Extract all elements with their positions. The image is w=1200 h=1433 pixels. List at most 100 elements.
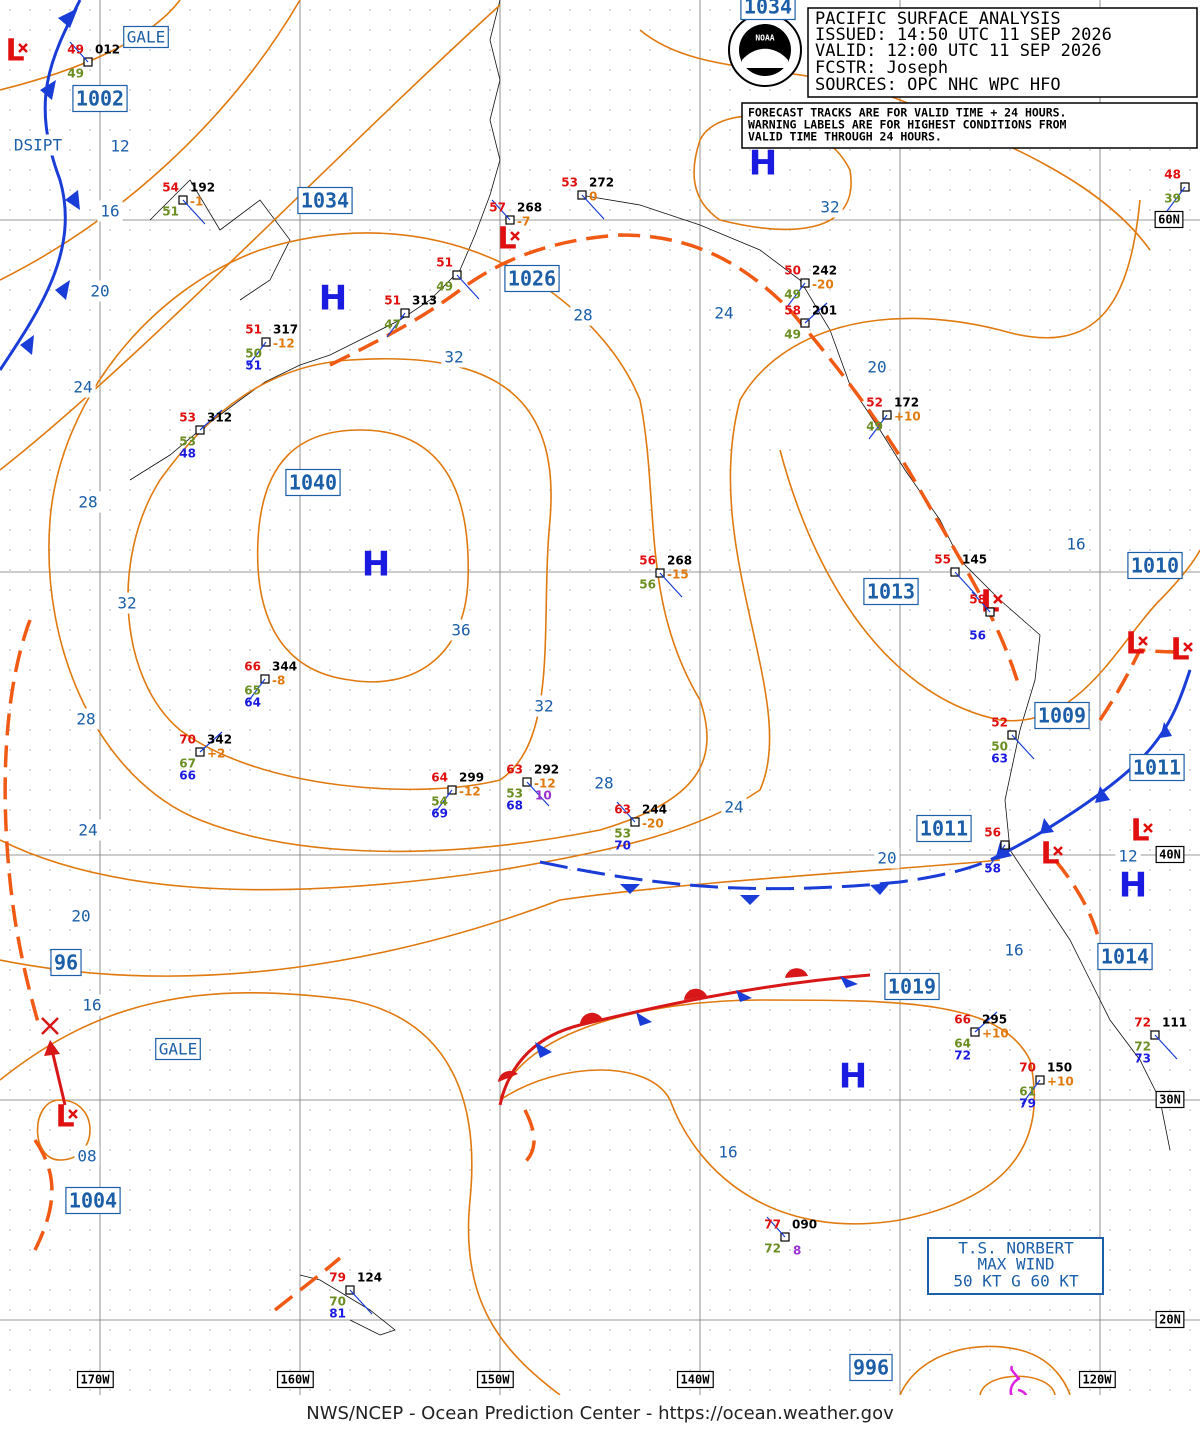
station-tendency: -8 (272, 674, 285, 688)
high-center: H (749, 144, 777, 184)
wind-barb (804, 302, 828, 324)
station-dew: 47 (384, 318, 401, 332)
isobar-label-box (114, 592, 140, 614)
isobar-label-box (97, 200, 123, 222)
station-temp: 66 (244, 660, 261, 674)
isobar-label-box (874, 847, 900, 869)
station-pressure: 313 (412, 294, 437, 308)
station-sst: 66 (179, 769, 196, 783)
wind-barb (247, 341, 267, 367)
pressure-label: 1040 (289, 471, 337, 495)
station-temp: 53 (561, 176, 578, 190)
station-pressure: 268 (517, 201, 542, 215)
station-dew: 49 (67, 67, 84, 81)
isobar-label-box (79, 994, 105, 1016)
station-dew: 50 (245, 347, 262, 361)
low-marker (68, 1109, 78, 1119)
pressure-label-box (740, 0, 796, 21)
station-pressure: 145 (962, 553, 987, 567)
longitude-label-box (276, 1370, 314, 1389)
station-dew: 49 (866, 420, 883, 434)
wind-barb (986, 844, 1006, 870)
longitude-label: 170W (81, 1373, 111, 1387)
station-temp: 70 (179, 733, 196, 747)
pressure-label: 1009 (1038, 704, 1086, 728)
isobar-label-box (68, 905, 94, 927)
low-marker (1143, 823, 1153, 833)
isobar-label-box (591, 772, 617, 794)
isobar-label-box (531, 695, 557, 717)
station-tendency: +10 (894, 410, 921, 424)
station-temp: 49 (67, 43, 84, 57)
header-issued: ISSUED: 14:50 UTC 11 SEP 2026 (815, 25, 1112, 45)
station-dew: 64 (954, 1037, 971, 1051)
station-sst: 81 (329, 1307, 346, 1321)
station-dew: 53 (614, 827, 631, 841)
station-sst: 79 (1019, 1097, 1036, 1111)
isobars (0, 0, 1200, 1396)
station-dew: 53 (179, 435, 196, 449)
wind-barb (386, 312, 406, 338)
station-tendency: -20 (642, 817, 664, 831)
isobar-label-box (570, 304, 596, 326)
station-temp: 79 (329, 1271, 346, 1285)
station-pressure: 090 (792, 1218, 817, 1232)
graticule (0, 0, 1200, 1395)
station-dew: 49 (784, 288, 801, 302)
station-temp: 48 (1164, 168, 1181, 182)
station-pressure: 150 (1047, 1061, 1072, 1075)
station-pressure: 201 (812, 304, 837, 318)
pressure-label-box (72, 84, 128, 113)
station-dew: 72 (764, 1242, 781, 1256)
station-sst: 48 (179, 447, 196, 461)
station-temp: 51 (384, 294, 401, 308)
station-sst: 64 (244, 696, 261, 710)
low-center: L (1125, 627, 1144, 662)
station-tendency: -12 (273, 337, 295, 351)
wind-barb (1166, 186, 1186, 212)
station-temp: 52 (991, 716, 1008, 730)
station-temp: 55 (934, 553, 951, 567)
isobar-label: 32 (444, 348, 463, 367)
latitude-label: 60N (1158, 213, 1180, 227)
notice-box: FORECAST TRACKS ARE FOR VALID TIME + 24 … (741, 102, 1198, 149)
low-center: L (1040, 837, 1059, 872)
isobar-label: 16 (100, 202, 119, 221)
station-temp: 58 (784, 304, 801, 318)
isobar-label-box (1115, 845, 1141, 867)
warning-label: DSIPT (14, 136, 63, 155)
high-center: H (1119, 866, 1147, 906)
wind-barb (954, 571, 978, 597)
pressure-label: 996 (853, 1356, 889, 1380)
latitude-label: 30N (1159, 1093, 1181, 1107)
station-temp: 50 (784, 264, 801, 278)
station-temp: 56 (984, 826, 1001, 840)
isobar-label-box (864, 356, 890, 378)
low-center: L (1170, 633, 1189, 668)
station-tendency: -12 (459, 785, 481, 799)
station-tendency: 0 (589, 190, 597, 204)
pressure-label: 1019 (888, 975, 936, 999)
wind-barb (246, 678, 266, 704)
station-sst: 68 (506, 799, 523, 813)
isobar-label: 36 (451, 621, 470, 640)
wind-barb (199, 409, 223, 431)
storm-name: T.S. NORBERT (958, 1239, 1074, 1258)
pressure-label-box (504, 264, 560, 293)
warning-label: GALE (127, 28, 166, 47)
latitude-label: 20N (1159, 1313, 1181, 1327)
station-temp: 56 (639, 554, 656, 568)
pressure-label: 1011 (920, 817, 968, 841)
station-temp: 58 (969, 593, 986, 607)
isobar-label-box (711, 302, 737, 324)
isobar-label-box (75, 491, 101, 513)
pressure-label: 1002 (76, 87, 124, 111)
station-temp: 72 (1134, 1016, 1151, 1030)
pressure-label: 1014 (1101, 945, 1149, 969)
station-temp: 66 (954, 1013, 971, 1027)
latitude-label-box (1154, 210, 1184, 229)
wind-barb (581, 194, 605, 220)
warning-label-box (123, 25, 169, 49)
notice-line: VALID TIME THROUGH 24 HOURS. (748, 130, 942, 144)
low-center: L (5, 34, 24, 69)
